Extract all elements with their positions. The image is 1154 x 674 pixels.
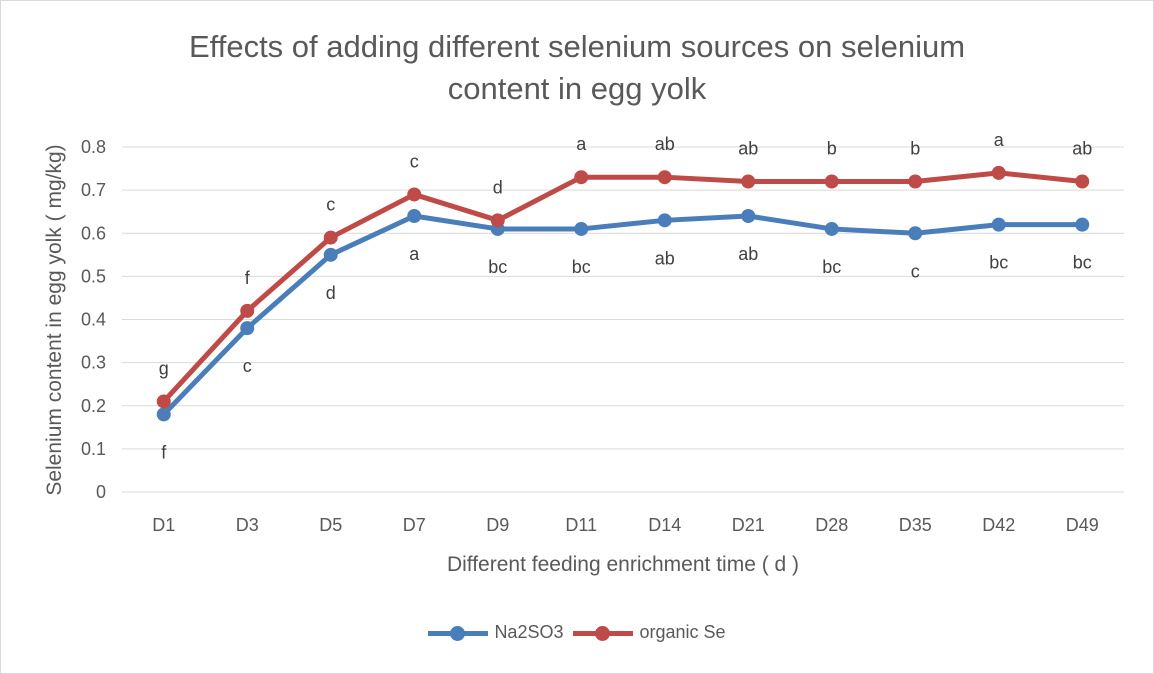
x-tick-label: D28 <box>815 515 848 535</box>
data-point <box>824 221 839 236</box>
legend: Na2SO3 organic Se <box>0 622 1154 643</box>
y-tick-label: 0.5 <box>81 266 106 286</box>
y-tick-labels: 0 0.1 0.2 0.3 0.4 0.5 0.6 0.7 0.8 <box>81 137 106 502</box>
significance-labels: f c d a bc bc ab ab bc c bc bc g f c c d a ab ab b b a ab <box>159 130 1093 463</box>
data-label: c <box>243 356 252 376</box>
legend-label: Na2SO3 <box>494 622 564 642</box>
data-point <box>1075 174 1090 189</box>
data-point <box>156 394 171 409</box>
data-label: a <box>994 130 1005 150</box>
data-point <box>323 230 338 245</box>
x-tick-label: D14 <box>648 515 681 535</box>
y-axis-title: Selenium content in egg yolk ( mg/kg) <box>43 144 66 495</box>
data-label: a <box>409 244 420 264</box>
y-tick-label: 0 <box>96 482 106 502</box>
data-point <box>741 174 756 189</box>
y-tick-label: 0.2 <box>81 396 106 416</box>
data-point <box>908 226 923 241</box>
data-label: bc <box>989 253 1008 273</box>
series-line <box>161 213 1085 417</box>
y-tick-label: 0.3 <box>81 353 106 373</box>
data-label: ab <box>655 248 675 268</box>
y-tick-label: 0.4 <box>81 310 106 330</box>
legend-entry: organic Se <box>573 622 726 643</box>
y-tick-label: 0.6 <box>81 223 106 243</box>
data-label: f <box>245 268 251 288</box>
data-label: f <box>161 442 167 462</box>
x-axis-title: Different feeding enrichment time ( d ) <box>447 553 799 576</box>
x-tick-label: D35 <box>899 515 932 535</box>
data-point <box>490 213 505 228</box>
data-point <box>657 213 672 228</box>
x-tick-label: D49 <box>1066 515 1099 535</box>
x-tick-label: D11 <box>565 515 597 535</box>
data-label: ab <box>738 139 758 159</box>
data-label: b <box>910 139 920 159</box>
data-label: ab <box>655 134 675 154</box>
series-lines <box>156 165 1090 422</box>
data-label: bc <box>1073 253 1092 273</box>
data-label: a <box>576 134 587 154</box>
data-point <box>407 209 422 223</box>
x-tick-label: D21 <box>732 515 765 535</box>
y-tick-label: 0.7 <box>81 180 106 200</box>
data-label: ab <box>1072 139 1092 159</box>
legend-entry: Na2SO3 <box>428 622 563 643</box>
y-tick-label: 0.1 <box>81 439 106 459</box>
x-tick-label: D3 <box>236 515 259 535</box>
data-point <box>407 187 422 202</box>
data-point <box>908 174 923 189</box>
legend-marker <box>428 625 489 641</box>
data-point <box>574 170 589 185</box>
x-tick-label: D9 <box>486 515 509 535</box>
data-point <box>240 321 255 336</box>
legend-label: organic Se <box>639 622 726 642</box>
x-tick-label: D42 <box>982 515 1015 535</box>
x-tick-label: D1 <box>152 515 175 535</box>
data-point <box>1075 217 1090 232</box>
data-label: c <box>326 195 335 215</box>
x-tick-label: D5 <box>319 515 342 535</box>
data-label: d <box>326 283 336 303</box>
legend-marker <box>573 625 634 641</box>
data-label: bc <box>572 257 591 277</box>
series-line <box>161 170 1085 404</box>
data-label: bc <box>822 257 841 277</box>
data-label: c <box>911 261 920 281</box>
chart-title: Effects of adding different selenium sou… <box>188 29 966 106</box>
data-label: c <box>410 151 419 171</box>
data-point <box>657 170 672 185</box>
data-point <box>991 165 1006 180</box>
data-label: g <box>159 358 169 378</box>
data-label: bc <box>488 257 507 277</box>
data-point <box>156 407 171 422</box>
data-point <box>741 209 756 223</box>
data-label: d <box>493 177 503 197</box>
y-tick-label: 0.8 <box>81 137 106 157</box>
grid-lines <box>122 146 1124 493</box>
x-tick-labels: D1 D3 D5 D7 D9 D11 D14 D21 D28 D35 D42 D49 <box>152 515 1099 535</box>
data-label: b <box>827 139 837 159</box>
data-point <box>323 247 338 262</box>
data-point <box>991 217 1006 232</box>
data-label: ab <box>738 244 758 264</box>
x-tick-label: D7 <box>403 515 426 535</box>
data-point <box>574 221 589 236</box>
data-point <box>824 174 839 189</box>
data-point <box>240 303 255 318</box>
